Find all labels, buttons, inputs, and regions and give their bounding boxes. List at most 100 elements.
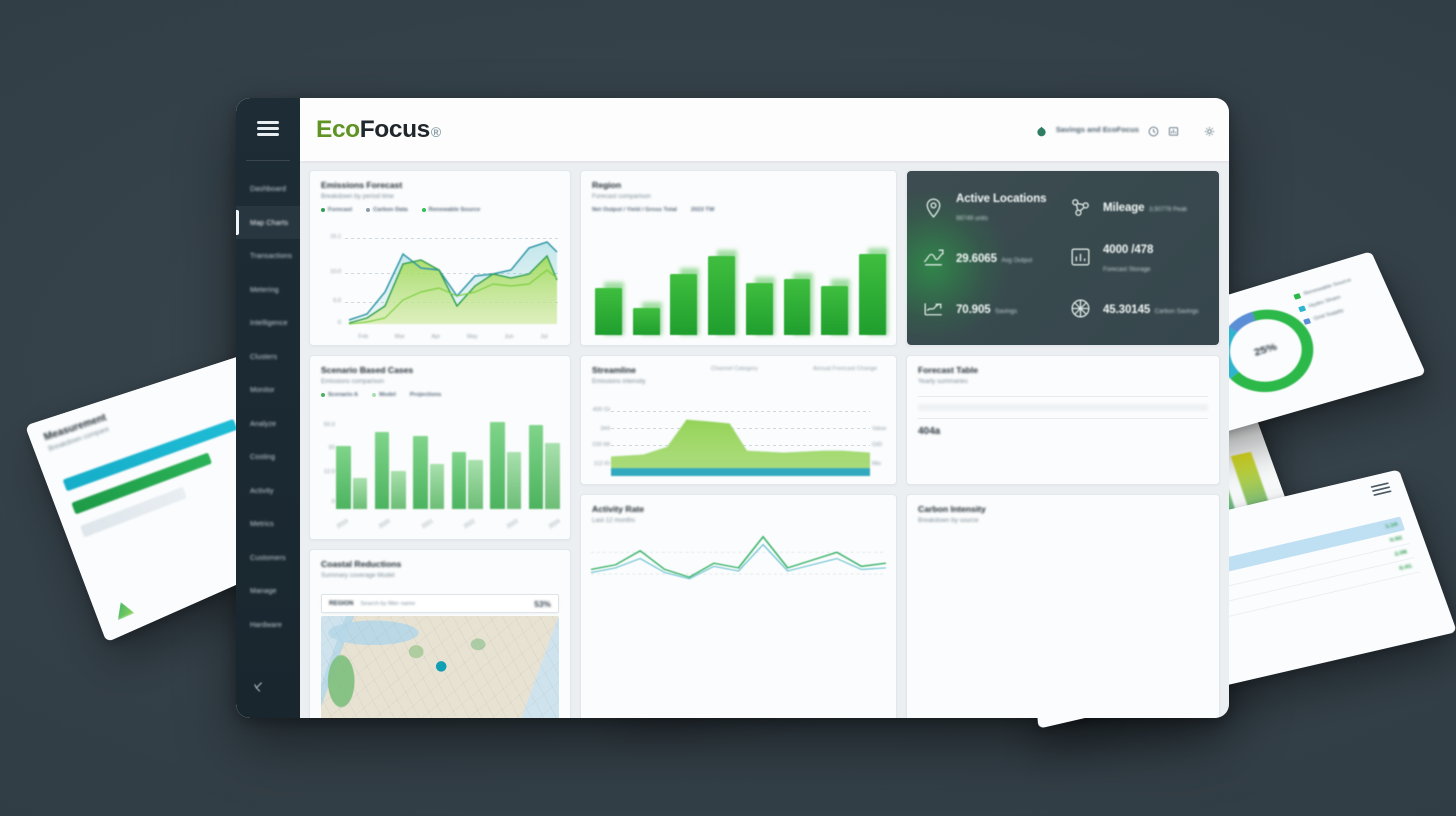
sidebar-item-label: Dashboard — [250, 184, 287, 194]
map-search-input[interactable]: Search by filter name — [360, 600, 416, 607]
card-forecast-table: Forecast Table Yearly summaries 404a — [906, 355, 1220, 485]
kpi-cell[interactable]: 45.30145 Carbon Savings — [1068, 283, 1205, 334]
bar-group[interactable] — [745, 245, 775, 335]
x-tick: 2023 — [505, 518, 519, 531]
sidebar-item-label: Customers — [250, 552, 286, 562]
y-tick-right: Mix — [872, 460, 882, 467]
sidebar-item-metrics[interactable]: Metrics — [236, 507, 300, 541]
map-search-bar[interactable]: REGION Search by filter name 53% — [321, 594, 559, 613]
map-canvas[interactable] — [321, 616, 559, 718]
legend-item[interactable]: Grid Supply — [1303, 296, 1384, 325]
bar-group[interactable] — [708, 245, 738, 335]
legend-swatch — [321, 393, 325, 397]
legend-item[interactable]: Hydro Share — [1298, 284, 1378, 313]
kpi-cell[interactable]: Mileage 3,50778 Peak — [1068, 182, 1205, 233]
legend-swatch — [372, 393, 377, 397]
sidebar-item-hardware[interactable]: Hardware — [236, 608, 300, 642]
legend-item[interactable]: Scenario A — [321, 392, 358, 398]
legend-item[interactable]: Carbon Data — [366, 207, 408, 213]
bar-group[interactable] — [670, 245, 700, 335]
sidebar-item-intelligence[interactable]: Intelligence — [236, 306, 300, 340]
forecast-value: 404a — [918, 426, 941, 437]
x-tick: 2022 — [463, 518, 477, 531]
y-tick: 0 — [337, 319, 341, 326]
x-tick: Jul — [540, 334, 548, 340]
report-chart-icon[interactable] — [1168, 124, 1179, 136]
legend-item[interactable]: Model — [372, 392, 396, 398]
hamburger-bar — [257, 133, 279, 136]
legend-item[interactable]: Forecast — [321, 207, 352, 213]
card-kpi-summary: Active Locations 98749 units Mileage 3,5… — [906, 170, 1220, 346]
sidebar-item-costing[interactable]: Costing — [236, 440, 300, 474]
sidebar-item-clusters[interactable]: Clusters — [236, 340, 300, 374]
bar-group[interactable] — [490, 422, 522, 509]
bar — [859, 254, 886, 335]
hamburger-bar — [257, 127, 279, 130]
brand-logo[interactable]: Eco Focus ® — [316, 116, 441, 144]
sidebar-item-map-charts[interactable]: Map Charts — [236, 205, 300, 239]
kpi-cell[interactable]: Active Locations 98749 units — [921, 182, 1058, 233]
card-streamline: Streamline Emissions intensity Channel C… — [580, 355, 897, 485]
collapse-arrow-icon[interactable] — [252, 680, 266, 694]
bar-group[interactable] — [451, 422, 483, 509]
bar-group[interactable] — [859, 245, 889, 335]
legend-item[interactable]: Projections — [410, 392, 442, 398]
legend-label: Hydro Share — [1308, 294, 1342, 310]
kpi-cell[interactable]: 29.6065 Avg Output — [921, 233, 1058, 284]
y-tick: 15.1 — [330, 234, 341, 240]
sidebar-divider — [246, 160, 290, 161]
sidebar-item-monitor[interactable]: Monitor — [236, 373, 300, 407]
sidebar-item-customers[interactable]: Customers — [236, 541, 300, 575]
legend-item[interactable]: Net Output / Yield / Gross Total — [592, 207, 677, 213]
sidebar-item-transactions[interactable]: Transactions — [236, 239, 300, 273]
kpi-cell[interactable]: 70.905 Savings — [921, 283, 1058, 334]
y-axis-ticks: 50.0 30 12.0 0 — [314, 422, 336, 509]
sidebar-item-label: Monitor — [250, 385, 275, 395]
bar — [708, 255, 735, 335]
status-text: Savings and EcoFocus — [1055, 125, 1139, 134]
bar-group[interactable] — [595, 245, 624, 335]
sidebar-item-manage[interactable]: Manage — [236, 574, 300, 608]
sidebar-item-metering[interactable]: Metering — [236, 273, 300, 307]
kpi-text: Mileage 3,50778 Peak — [1103, 198, 1187, 216]
chart-up-icon — [921, 296, 946, 321]
kpi-text: 29.6065 Avg Output — [956, 249, 1032, 267]
map-search-value: 53% — [534, 598, 551, 609]
legend-label: Projections — [409, 392, 442, 398]
card-subtitle: Last 12 months — [592, 517, 636, 524]
card-carbon-intensity: Carbon Intensity Breakdown by source — [906, 494, 1220, 718]
bar-group[interactable] — [336, 422, 368, 509]
card-emissions-forecast: Emissions Forecast Breakdown by period t… — [309, 170, 571, 346]
x-tick: Feb — [358, 334, 369, 340]
bar-group[interactable] — [632, 245, 662, 335]
x-tick: Jun — [504, 334, 514, 340]
help-clock-icon[interactable] — [1148, 124, 1159, 137]
card-subtitle: Summary coverage Model — [321, 572, 395, 579]
settings-gear-icon[interactable] — [1204, 124, 1215, 137]
bar-group[interactable] — [783, 245, 813, 335]
kpi-cell[interactable]: 4000 /478 Forecast Storage — [1068, 233, 1205, 284]
activity-sparkline-svg — [591, 535, 886, 580]
hamburger-menu-icon[interactable] — [257, 121, 279, 136]
network-nodes-icon — [1068, 195, 1093, 220]
bar-group[interactable] — [528, 422, 560, 509]
divider — [918, 396, 1208, 397]
legend-item[interactable]: 2023 TW — [691, 207, 715, 213]
bar-series-b — [391, 470, 406, 509]
sidebar-item-analyze[interactable]: Analyze — [236, 407, 300, 441]
legend-swatch — [1293, 293, 1302, 300]
legend-item[interactable]: Renewable Source — [421, 207, 480, 213]
legend-label: 2023 TW — [690, 207, 715, 213]
sidebar-item-activity[interactable]: Activity — [236, 474, 300, 508]
kpi-sublabel: Savings — [995, 307, 1018, 315]
streamline-chart-svg — [611, 419, 870, 476]
kpi-value: 4000 /478 — [1103, 243, 1154, 256]
bar-group[interactable] — [374, 422, 406, 509]
cell-value: 1.14 — [1384, 521, 1399, 530]
bar-group[interactable] — [821, 245, 851, 335]
sidebar-item-dashboard[interactable]: Dashboard — [236, 172, 300, 206]
bar-group[interactable] — [413, 422, 445, 509]
sidebar-item-label: Map Charts — [250, 217, 289, 227]
y-tick: 112 Kt — [593, 460, 610, 467]
card-subtitle: Breakdown by period time — [321, 193, 394, 200]
